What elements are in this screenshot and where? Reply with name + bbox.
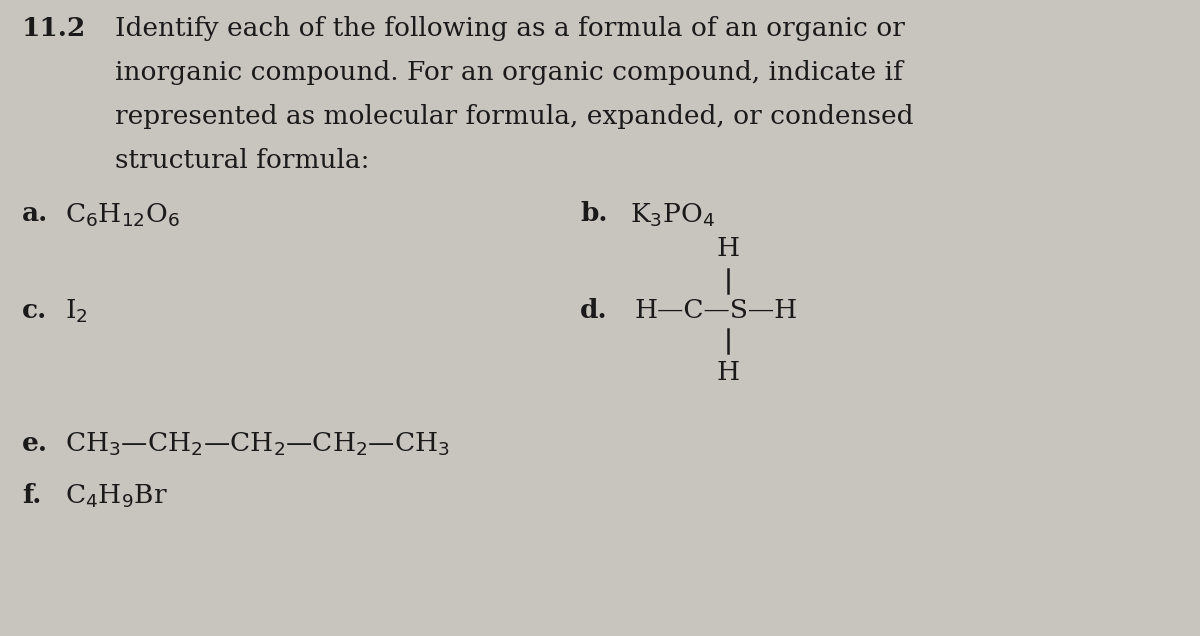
Text: c.: c. (22, 298, 47, 324)
Text: f.: f. (22, 483, 41, 508)
Text: structural formula:: structural formula: (115, 148, 370, 173)
Text: C$_6$H$_{12}$O$_6$: C$_6$H$_{12}$O$_6$ (65, 201, 180, 228)
Text: a.: a. (22, 201, 48, 226)
Text: Identify each of the following as a formula of an organic or: Identify each of the following as a form… (115, 16, 905, 41)
Text: H—C—S—H: H—C—S—H (635, 298, 798, 324)
Text: represented as molecular formula, expanded, or condensed: represented as molecular formula, expand… (115, 104, 913, 129)
Text: K$_3$PO$_4$: K$_3$PO$_4$ (630, 201, 715, 228)
Text: C$_4$H$_9$Br: C$_4$H$_9$Br (65, 483, 168, 511)
Text: b.: b. (580, 201, 607, 226)
Text: H: H (716, 361, 739, 385)
Text: e.: e. (22, 431, 48, 456)
Text: 11.2: 11.2 (22, 16, 86, 41)
Text: CH$_3$—CH$_2$—CH$_2$—CH$_2$—CH$_3$: CH$_3$—CH$_2$—CH$_2$—CH$_2$—CH$_3$ (65, 431, 450, 459)
Text: inorganic compound. For an organic compound, indicate if: inorganic compound. For an organic compo… (115, 60, 902, 85)
Text: I$_2$: I$_2$ (65, 297, 88, 325)
Text: H: H (716, 237, 739, 261)
Text: d.: d. (580, 298, 607, 324)
